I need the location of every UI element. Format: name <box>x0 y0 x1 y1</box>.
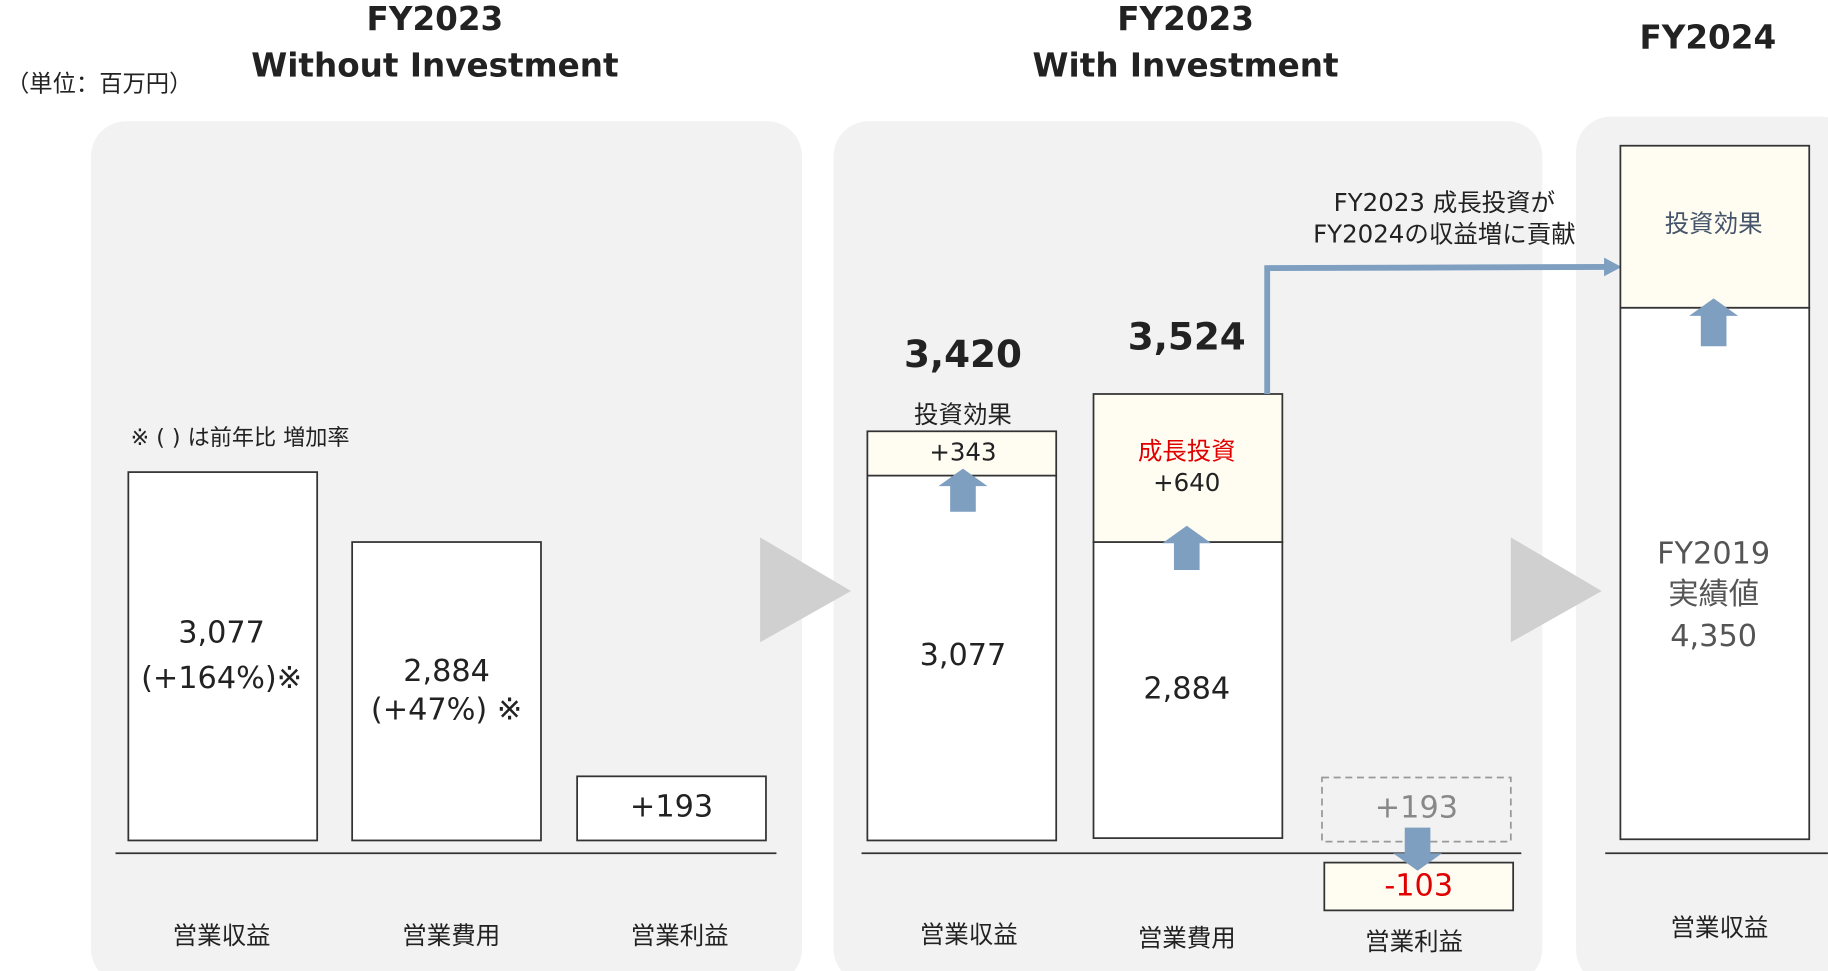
change-arrow <box>1162 525 1212 571</box>
connector-text: FY2023 成長投資が <box>1334 188 1555 217</box>
category-label: 営業収益 <box>920 920 1018 949</box>
bar-top-label: 投資効果 <box>914 400 1012 429</box>
bar-increment <box>1092 393 1284 543</box>
category-label: 営業収益 <box>173 921 271 950</box>
bar-change: (+164%)※ <box>141 661 302 696</box>
bar-top-value: +343 <box>929 437 996 466</box>
bar-value: 2,884 <box>1143 672 1230 707</box>
category-label: 営業費用 <box>402 921 500 950</box>
panel-title: FY2024 <box>1639 19 1776 57</box>
previous-bar <box>1321 776 1512 843</box>
category-label: 営業利益 <box>631 921 729 950</box>
bar-value: -103 <box>1384 869 1453 904</box>
connector-head <box>1604 257 1622 277</box>
bar-value: 4,350 <box>1670 619 1757 654</box>
note: ※ ( ) は前年比 増加率 <box>131 425 350 451</box>
bar-value: 実績値 <box>1668 577 1759 612</box>
bar <box>866 474 1058 842</box>
category-label: 営業利益 <box>1365 927 1463 956</box>
bar <box>576 775 767 842</box>
bar <box>351 541 542 842</box>
change-arrow <box>1393 827 1443 871</box>
bar <box>1092 541 1284 839</box>
bar-change: (+47%) ※ <box>371 693 522 728</box>
bar-increment <box>866 430 1058 477</box>
bar <box>127 471 319 842</box>
bar-top-label: 成長投資 <box>1138 436 1236 465</box>
connector-text: FY2024の収益増に貢献 <box>1313 219 1576 248</box>
change-arrow <box>1689 298 1739 347</box>
bar-top-label: 投資効果 <box>1665 209 1763 238</box>
change-arrow <box>938 468 988 512</box>
bar-value: FY2019 <box>1657 536 1770 571</box>
bar-total: 3,524 <box>1128 315 1246 359</box>
panel-title: FY2023 <box>1117 0 1254 38</box>
bar-top-value: +640 <box>1153 468 1220 497</box>
category-label: 営業収益 <box>1671 913 1769 942</box>
bar-increment <box>1619 144 1811 309</box>
category-label: 営業費用 <box>1138 924 1236 953</box>
panel-title: FY2023 <box>367 0 504 38</box>
flow-arrow <box>1510 537 1602 643</box>
bar-value: 2,884 <box>403 654 490 689</box>
bar-value: 3,077 <box>920 638 1007 673</box>
unit: （単位：百万円） <box>6 71 192 98</box>
bar <box>1619 306 1811 841</box>
bar <box>1323 861 1515 912</box>
panel-title: With Investment <box>1033 47 1339 85</box>
bar-total: 3,420 <box>904 332 1022 376</box>
bar-value: 3,077 <box>178 616 265 651</box>
bar-value: +193 <box>1375 790 1458 825</box>
connector <box>1264 264 1607 394</box>
panel-title: Without Investment <box>251 47 618 85</box>
flow-arrow <box>760 537 852 643</box>
bar-value: +193 <box>630 789 713 824</box>
